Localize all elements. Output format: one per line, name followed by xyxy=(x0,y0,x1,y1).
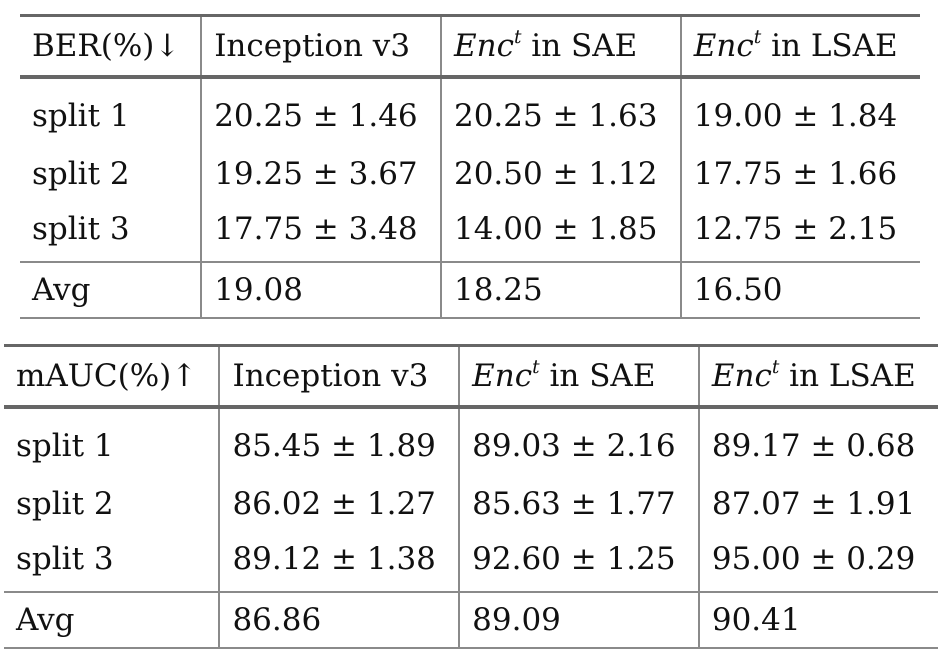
enc-lsae-header: Enct in LSAE xyxy=(680,14,920,79)
inception-cell: 19.08 xyxy=(201,261,442,319)
lsae-cell: 95.00 ± 0.29 xyxy=(711,541,916,577)
sae-cell: 89.09 xyxy=(459,591,700,649)
lsae-cell: 90.41 xyxy=(698,591,938,649)
lsae-label: in LSAE xyxy=(779,358,916,394)
sae-label: in SAE xyxy=(539,358,656,394)
inception-cell: 17.75 ± 3.48 xyxy=(201,201,442,262)
enc-label: Enc xyxy=(453,28,514,64)
sae-cell: 85.63 ± 1.77 xyxy=(459,477,700,531)
inception-cell: 19.25 ± 3.67 xyxy=(201,147,442,201)
enc-superscript: t xyxy=(771,356,780,378)
inception-cell: 85.45 ± 1.89 xyxy=(219,407,461,477)
average-row: Avg 19.08 18.25 16.50 xyxy=(20,261,920,319)
metric-header: BER(%)↓ xyxy=(20,14,203,79)
lsae-cell: 17.75 ± 1.66 xyxy=(693,156,898,192)
average-row: Avg 86.86 89.09 90.41 xyxy=(4,591,938,649)
enc-superscript: t xyxy=(532,356,540,378)
sae-label: in SAE xyxy=(521,28,638,64)
inception-cell: 89.12 ± 1.38 xyxy=(219,531,461,592)
sae-cell: 20.50 ± 1.12 xyxy=(440,147,682,201)
row-label: split 2 xyxy=(4,477,221,531)
row-label: Avg xyxy=(4,591,221,649)
row-label: split 2 xyxy=(20,147,203,201)
enc-label: Enc xyxy=(711,358,772,394)
table-row: split 3 17.75 ± 3.48 14.00 ± 1.85 12.75 … xyxy=(20,201,920,262)
lsae-cell: 87.07 ± 1.91 xyxy=(711,486,916,522)
lsae-cell: 16.50 xyxy=(680,261,920,319)
table-row: split 2 86.02 ± 1.27 85.63 ± 1.77 87.07 … xyxy=(4,477,938,531)
header-row: mAUC(%)↑ Inception v3 Enct in SAE Enct i… xyxy=(4,344,938,409)
inception-cell: 20.25 ± 1.46 xyxy=(201,77,442,147)
lsae-cell: 89.17 ± 0.68 xyxy=(711,428,916,464)
lsae-cell: 12.75 ± 2.15 xyxy=(693,211,898,247)
row-label: split 3 xyxy=(4,531,221,592)
enc-label: Enc xyxy=(693,28,754,64)
enc-sae-header: Enct in SAE xyxy=(459,344,700,409)
enc-sae-header: Enct in SAE xyxy=(440,14,682,79)
row-label: Avg xyxy=(20,261,203,319)
sae-cell: 92.60 ± 1.25 xyxy=(459,531,700,592)
enc-lsae-header: Enct in LSAE xyxy=(698,344,938,409)
enc-superscript: t xyxy=(513,26,522,48)
row-label: split 1 xyxy=(20,77,203,147)
table-row: split 1 20.25 ± 1.46 20.25 ± 1.63 19.00 … xyxy=(20,77,920,147)
row-label: split 3 xyxy=(20,201,203,262)
inception-header: Inception v3 xyxy=(219,344,461,409)
metric-header: mAUC(%)↑ xyxy=(4,344,221,409)
sae-cell: 18.25 xyxy=(440,261,682,319)
lsae-label: in LSAE xyxy=(761,28,898,64)
table-row: split 3 89.12 ± 1.38 92.60 ± 1.25 95.00 … xyxy=(4,531,938,592)
mauc-table: mAUC(%)↑ Inception v3 Enct in SAE Enct i… xyxy=(4,344,938,649)
ber-table: BER(%)↓ Inception v3 Enct in SAE Enct in… xyxy=(20,14,920,319)
row-label: split 1 xyxy=(4,407,221,477)
enc-label: Enc xyxy=(472,358,533,394)
inception-cell: 86.02 ± 1.27 xyxy=(219,477,461,531)
sae-cell: 14.00 ± 1.85 xyxy=(440,201,682,262)
lsae-cell: 19.00 ± 1.84 xyxy=(693,98,898,134)
enc-superscript: t xyxy=(753,26,762,48)
table-row: split 2 19.25 ± 3.67 20.50 ± 1.12 17.75 … xyxy=(20,147,920,201)
inception-cell: 86.86 xyxy=(219,591,461,649)
inception-header: Inception v3 xyxy=(201,14,442,79)
table-row: split 1 85.45 ± 1.89 89.03 ± 2.16 89.17 … xyxy=(4,407,938,477)
sae-cell: 20.25 ± 1.63 xyxy=(440,77,682,147)
header-row: BER(%)↓ Inception v3 Enct in SAE Enct in… xyxy=(20,14,920,79)
sae-cell: 89.03 ± 2.16 xyxy=(459,407,700,477)
